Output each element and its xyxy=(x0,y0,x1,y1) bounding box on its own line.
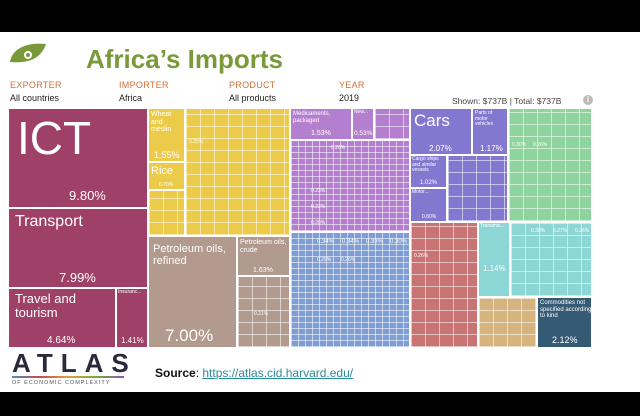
tile-pct: 0.27% xyxy=(553,228,568,234)
tile-textiles-group[interactable]: 0.30% 0.26% xyxy=(508,108,592,222)
tile-minerals-other[interactable]: 0.21% xyxy=(237,276,290,348)
tile-electronics-group[interactable]: 0.30% 0.27% 0.26% xyxy=(510,222,592,297)
tile-pct: 0.21% xyxy=(254,311,269,317)
tile-pct: 2.12% xyxy=(552,335,578,345)
tile-label: Cars xyxy=(414,111,450,130)
tile-pct: 9.80% xyxy=(69,188,106,203)
tile-label: Insuranc... xyxy=(118,289,142,295)
tile-transport[interactable]: Transport 7.99% xyxy=(8,208,148,288)
tile-pct: 0.26% xyxy=(341,257,356,263)
tile-pct: 7.00% xyxy=(165,326,214,345)
tile-pct: 1.63% xyxy=(253,267,273,274)
tile-pct: 0.26% xyxy=(575,228,590,234)
page-title: Africa’s Imports xyxy=(86,44,283,74)
tile-pct: 1.17% xyxy=(480,144,503,153)
tile-wheat[interactable]: Wheat and meslin 1.55% xyxy=(148,108,185,162)
tile-medicaments[interactable]: Medicaments, packaged 1.53% xyxy=(290,108,352,140)
tile-pct: 0.53% xyxy=(354,130,373,137)
tile-label: New... xyxy=(354,109,368,115)
tile-travel[interactable]: Travel and tourism 4.64% xyxy=(8,288,116,348)
tile-label: Commodities not specified according to k… xyxy=(540,300,592,320)
year-label: YEAR xyxy=(339,80,365,90)
importer-label: IMPORTER xyxy=(119,80,169,90)
tile-machinery-group[interactable]: 0.34% 0.34% 0.33% 0.30% 0.29% 0.26% xyxy=(290,232,410,348)
tile-label: Cargo ships and similar vessels xyxy=(412,156,439,173)
tile-stone-group[interactable] xyxy=(478,297,537,348)
tile-ict[interactable]: ICT 9.80% xyxy=(8,108,148,208)
tile-vehicles-other[interactable] xyxy=(447,155,508,222)
tile-pct: 0.23% xyxy=(311,188,326,194)
tile-commodities[interactable]: Commodities not specified according to k… xyxy=(537,297,592,348)
tile-pct: 2.07% xyxy=(429,144,452,153)
tile-petroleum-crude[interactable]: Petroleum oils, crude 1.63% xyxy=(237,236,290,276)
tile-pct: 0.25% xyxy=(189,139,204,145)
tile-pct: 0.26% xyxy=(414,253,429,259)
tile-pct: 0.33% xyxy=(366,239,384,245)
tile-label: Wheat and meslin xyxy=(151,111,172,134)
totals-readout: Shown: $737B | Total: $737B xyxy=(452,96,562,106)
tile-pct: 0.26% xyxy=(533,142,548,148)
info-icon[interactable]: i xyxy=(583,95,593,105)
tile-cargo-ships[interactable]: Cargo ships and similar vessels 1.02% xyxy=(410,155,447,188)
atlas-leaf-icon xyxy=(10,43,46,63)
total-value: $737B xyxy=(536,96,562,106)
total-label: Total: xyxy=(514,96,535,106)
atlas-logo-text: ATLAS xyxy=(12,348,137,378)
tile-pct: 1.53% xyxy=(311,130,331,137)
exporter-select[interactable]: All countries xyxy=(10,93,60,103)
tile-label: ICT xyxy=(17,112,92,164)
tile-label: Motor... xyxy=(412,189,429,195)
tile-pct: 0.30% xyxy=(531,228,546,234)
tile-pct: 7.99% xyxy=(59,270,96,285)
tile-agri-other[interactable] xyxy=(148,190,185,236)
tile-label: Transport xyxy=(15,213,83,230)
tile-label: Travel and tourism xyxy=(15,291,76,321)
source-link[interactable]: https://atlas.cid.harvard.edu/ xyxy=(202,366,354,380)
tile-pct: 0.22% xyxy=(311,204,326,210)
tile-pct: 1.14% xyxy=(483,264,506,273)
tile-pct: 1.02% xyxy=(420,180,438,186)
source-label: Source xyxy=(155,366,196,380)
year-select[interactable]: 2019 xyxy=(339,93,360,103)
shown-label: Shown: xyxy=(452,96,481,106)
tile-label: Medicaments, packaged xyxy=(293,111,331,124)
tile-pct: 0.70% xyxy=(159,182,174,188)
tile-metals-group[interactable]: 0.26% xyxy=(410,222,478,348)
tile-transmission[interactable]: Transmis... 1.14% xyxy=(478,222,510,297)
tile-pct: 0.30% xyxy=(390,239,408,245)
source-line: Source: https://atlas.cid.harvard.edu/ xyxy=(155,366,354,380)
tile-pct: 0.80% xyxy=(422,214,437,220)
tile-pct: 0.20% xyxy=(331,145,346,151)
atlas-logo-subtitle: OF ECONOMIC COMPLEXITY xyxy=(12,380,111,386)
tile-pct: 0.29% xyxy=(317,257,332,263)
tile-parts[interactable]: Parts of motor vehicles 1.17% xyxy=(472,108,508,155)
tile-pct: 1.55% xyxy=(154,150,180,160)
tile-pct: 0.34% xyxy=(317,239,335,245)
tile-pct: 0.30% xyxy=(512,142,527,148)
exporter-label: EXPORTER xyxy=(10,80,62,90)
importer-select[interactable]: Africa xyxy=(119,93,143,103)
atlas-logo: ATLAS OF ECONOMIC COMPLEXITY xyxy=(12,348,137,386)
tile-insurance[interactable]: Insuranc... 1.41% xyxy=(116,288,148,348)
tile-label: Petroleum oils, refined xyxy=(153,243,226,268)
tile-label: Parts of motor vehicles xyxy=(475,110,494,127)
tile-chem-group[interactable]: 0.20% 0.23% 0.22% 0.20% xyxy=(290,140,410,232)
tile-pct: 0.20% xyxy=(311,220,326,226)
product-label: PRODUCT xyxy=(229,80,276,90)
tile-chem-a[interactable] xyxy=(374,108,410,140)
tile-agri-group[interactable]: 0.25% xyxy=(185,108,290,236)
tile-rice[interactable]: Rice 0.70% xyxy=(148,162,185,190)
tile-petroleum-refined[interactable]: Petroleum oils, refined 7.00% xyxy=(148,236,237,348)
product-select[interactable]: All products xyxy=(229,93,277,103)
tile-label: Petroleum oils, crude xyxy=(240,239,287,254)
tile-cars[interactable]: Cars 2.07% xyxy=(410,108,472,155)
tile-label: Rice xyxy=(151,165,174,177)
shown-value: $737B xyxy=(482,96,508,106)
tile-label: Transmis... xyxy=(480,223,505,229)
tile-pct: 4.64% xyxy=(47,335,76,346)
tile-new[interactable]: New... 0.53% xyxy=(352,108,374,140)
tile-pct: 1.41% xyxy=(121,336,144,345)
tile-motor[interactable]: Motor... 0.80% xyxy=(410,188,447,222)
tile-pct: 0.34% xyxy=(342,239,360,245)
